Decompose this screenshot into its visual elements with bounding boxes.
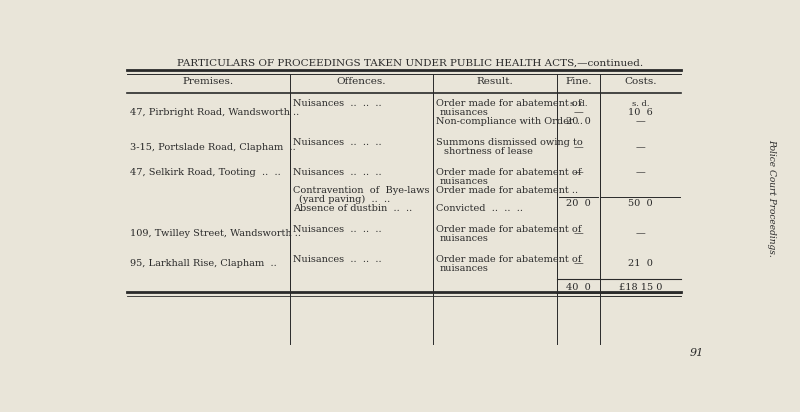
Text: Premises.: Premises.	[183, 77, 234, 86]
Text: Contravention  of  Bye-laws: Contravention of Bye-laws	[293, 186, 430, 195]
Text: 3-15, Portslade Road, Clapham  ..: 3-15, Portslade Road, Clapham ..	[130, 143, 296, 152]
Text: 21  0: 21 0	[628, 260, 653, 268]
Text: Convicted  ..  ..  ..: Convicted .. .. ..	[436, 204, 523, 213]
Text: 91: 91	[690, 348, 704, 358]
Text: Order made for abatement of: Order made for abatement of	[436, 225, 582, 234]
Text: 40  0: 40 0	[566, 283, 591, 292]
Text: nuisances: nuisances	[439, 177, 488, 186]
Text: nuisances: nuisances	[439, 234, 488, 243]
Text: Result.: Result.	[477, 77, 514, 86]
Text: —: —	[574, 143, 583, 152]
Text: —: —	[636, 169, 646, 177]
Text: Non-compliance with Order ..: Non-compliance with Order ..	[436, 117, 583, 126]
Text: 47, Selkirk Road, Tooting  ..  ..: 47, Selkirk Road, Tooting .. ..	[130, 169, 281, 177]
Text: —: —	[636, 143, 646, 152]
Text: 95, Larkhall Rise, Clapham  ..: 95, Larkhall Rise, Clapham ..	[130, 260, 277, 268]
Text: 20  0: 20 0	[566, 117, 591, 126]
Text: —: —	[636, 229, 646, 239]
Text: —: —	[574, 108, 583, 117]
Text: Absence of dustbin  ..  ..: Absence of dustbin .. ..	[293, 204, 412, 213]
Text: s. d.: s. d.	[632, 100, 650, 108]
Text: —: —	[574, 260, 583, 268]
Text: Nuisances  ..  ..  ..: Nuisances .. .. ..	[293, 169, 382, 177]
Text: Order made for abatement of: Order made for abatement of	[436, 169, 582, 177]
Text: 10  6: 10 6	[628, 108, 653, 117]
Text: Nuisances  ..  ..  ..: Nuisances .. .. ..	[293, 225, 382, 234]
Text: —: —	[636, 117, 646, 126]
Text: Nuisances  ..  ..  ..: Nuisances .. .. ..	[293, 99, 382, 108]
Text: —: —	[574, 229, 583, 239]
Text: Order made for abatement of: Order made for abatement of	[436, 255, 582, 264]
Text: nuisances: nuisances	[439, 264, 488, 273]
Text: shortness of lease: shortness of lease	[444, 147, 533, 156]
Text: s. d.: s. d.	[570, 100, 587, 108]
Text: Offences.: Offences.	[337, 77, 386, 86]
Text: £18 15 0: £18 15 0	[619, 283, 662, 292]
Text: 47, Pirbright Road, Wandsworth ..: 47, Pirbright Road, Wandsworth ..	[130, 108, 299, 117]
Text: Order made for abatement of: Order made for abatement of	[436, 99, 582, 108]
Text: Fine.: Fine.	[566, 77, 592, 86]
Text: (yard paving)  ..  ..: (yard paving) .. ..	[299, 195, 390, 204]
Text: Police Court Proceedings.: Police Court Proceedings.	[767, 139, 777, 257]
Text: —: —	[574, 169, 583, 177]
Text: PARTICULARS OF PROCEEDINGS TAKEN UNDER PUBLIC HEALTH ACTS,—continued.: PARTICULARS OF PROCEEDINGS TAKEN UNDER P…	[177, 59, 643, 68]
Text: Order made for abatement ..: Order made for abatement ..	[436, 186, 578, 195]
Text: Costs.: Costs.	[624, 77, 657, 86]
Text: Summons dismissed owing to: Summons dismissed owing to	[436, 138, 583, 147]
Text: Nuisances  ..  ..  ..: Nuisances .. .. ..	[293, 138, 382, 147]
Text: Nuisances  ..  ..  ..: Nuisances .. .. ..	[293, 255, 382, 264]
Text: 109, Twilley Street, Wandsworth ..: 109, Twilley Street, Wandsworth ..	[130, 229, 302, 239]
Text: nuisances: nuisances	[439, 108, 488, 117]
Text: 20  0: 20 0	[566, 199, 591, 208]
Text: 50  0: 50 0	[628, 199, 653, 208]
